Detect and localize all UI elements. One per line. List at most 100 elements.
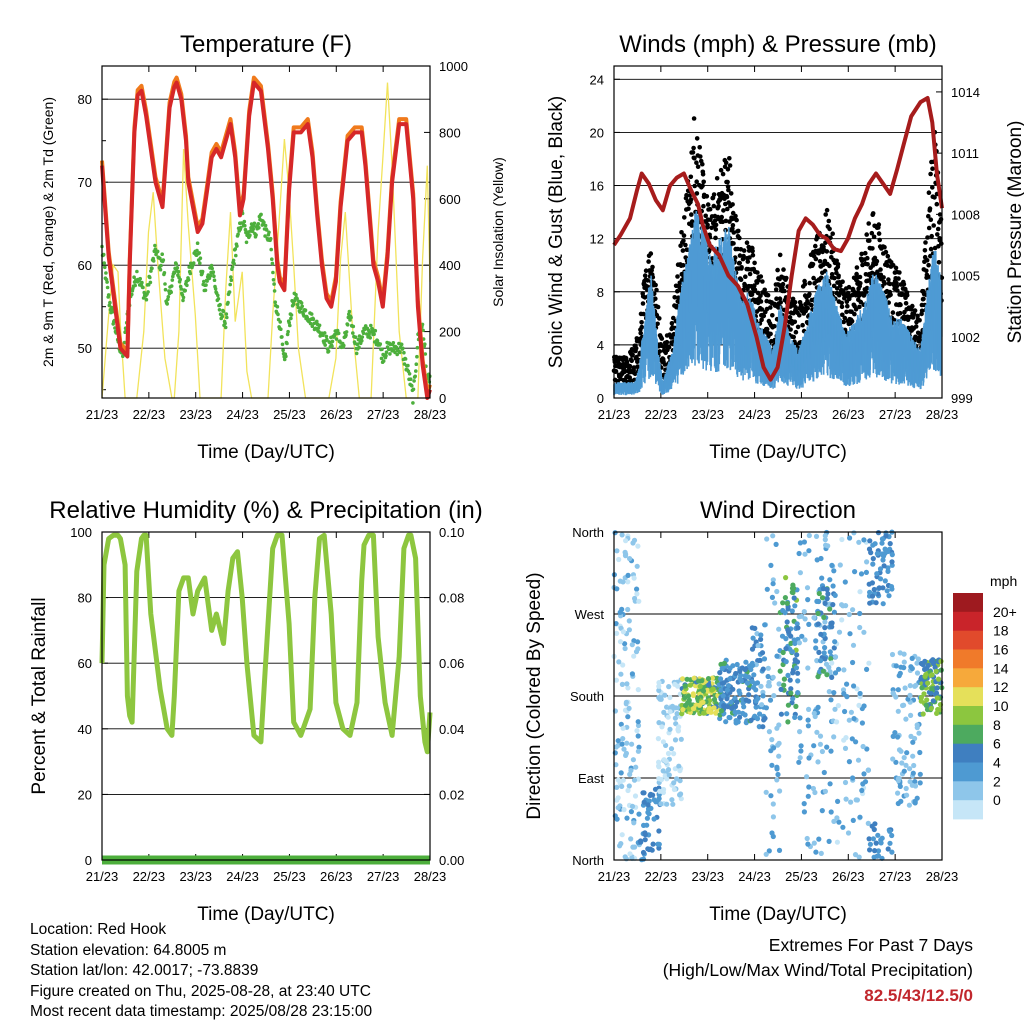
direction-point: [867, 600, 873, 606]
direction-point: [658, 776, 665, 783]
direction-point: [849, 736, 855, 742]
gust-point: [724, 194, 730, 200]
direction-point: [845, 830, 852, 836]
direction-point: [829, 624, 835, 630]
dewpoint-point: [335, 328, 340, 333]
direction-point: [903, 785, 909, 792]
gust-point: [904, 292, 910, 298]
dewpoint-point: [296, 305, 301, 310]
gust-point: [749, 292, 755, 297]
direction-point: [805, 793, 811, 799]
direction-point: [810, 785, 817, 792]
direction-point: [859, 720, 866, 726]
dewpoint-point: [368, 336, 373, 340]
direction-point: [828, 748, 834, 754]
direction-point: [662, 692, 668, 698]
direction-point: [822, 645, 828, 651]
direction-point: [792, 603, 798, 609]
direction-point: [614, 586, 620, 592]
dewpoint-point: [280, 342, 285, 347]
direction-point: [857, 589, 863, 595]
gust-point: [818, 275, 824, 281]
direction-point: [831, 734, 837, 740]
speed-colorbar: mph 0 2 4 6 8 10 12 14 16 18 20+: [953, 573, 1017, 820]
direction-point: [792, 714, 798, 721]
direction-point: [656, 845, 662, 851]
direction-point: [620, 777, 626, 783]
direction-point: [630, 540, 636, 546]
extremes-box: Extremes For Past 7 Days (High/Low/Max W…: [663, 933, 973, 1008]
dewpoint-point: [291, 302, 296, 307]
dewpoint-point: [271, 278, 276, 282]
gust-point: [824, 249, 830, 254]
dewpoint-point: [239, 225, 243, 230]
dewpoint-point: [141, 285, 145, 290]
colorbar-swatch: [953, 724, 983, 744]
direction-point: [635, 748, 642, 754]
gust-point: [854, 271, 859, 277]
direction-point: [656, 759, 662, 765]
dewpoint-point: [300, 304, 305, 309]
direction-point: [824, 744, 830, 750]
direction-point: [785, 719, 791, 725]
direction-point: [895, 790, 901, 796]
dewpoint-point: [102, 261, 106, 265]
dewpoint-point: [159, 263, 163, 268]
direction-point: [901, 755, 907, 761]
y-axis-label: Direction (Colored By Speed): [524, 572, 545, 819]
direction-point: [733, 718, 739, 724]
direction-point: [870, 556, 876, 562]
direction-point: [770, 581, 776, 587]
direction-point: [934, 695, 940, 701]
panel-title: Wind Direction: [700, 497, 856, 524]
direction-point: [936, 676, 942, 682]
colorbar-label: 14: [993, 660, 1009, 676]
gust-point: [634, 354, 639, 360]
gust-point: [703, 213, 708, 219]
direction-point: [814, 658, 820, 664]
direction-point: [812, 789, 818, 796]
dewpoint-point: [407, 372, 412, 376]
direction-point: [903, 762, 909, 768]
direction-point: [622, 553, 629, 559]
direction-point: [805, 717, 811, 723]
gust-point: [926, 190, 932, 195]
dewpoint-point: [146, 290, 150, 294]
direction-point: [768, 793, 774, 799]
direction-point: [877, 576, 884, 582]
gust-point: [723, 218, 729, 224]
gust-point: [759, 307, 765, 312]
gust-point: [890, 310, 896, 315]
gust-point: [760, 279, 765, 284]
gust-point: [886, 277, 891, 282]
direction-point: [839, 617, 845, 623]
direction-point: [815, 759, 821, 765]
direction-point: [662, 773, 668, 779]
y-tick-label: 12: [590, 232, 604, 247]
direction-point: [901, 768, 907, 774]
direction-point: [851, 530, 857, 536]
gust-point: [698, 154, 703, 159]
y-tick-label: 70: [78, 175, 92, 190]
gust-point: [813, 243, 818, 249]
direction-point: [811, 840, 817, 846]
y2-tick-label: 0.00: [439, 853, 464, 868]
direction-point: [824, 596, 830, 602]
gust-point: [744, 240, 750, 245]
direction-point: [813, 638, 819, 644]
direction-point: [787, 677, 793, 683]
direction-point: [822, 788, 829, 795]
direction-point: [625, 606, 631, 613]
gust-point: [640, 301, 646, 306]
direction-point: [866, 660, 872, 666]
direction-point: [755, 695, 761, 702]
plot-frame: [613, 65, 943, 399]
gust-point: [897, 270, 902, 275]
direction-point: [925, 662, 931, 669]
direction-point: [743, 659, 749, 665]
direction-point: [921, 691, 927, 697]
gust-point: [829, 272, 835, 277]
dewpoint-point: [262, 220, 266, 225]
direction-point: [859, 787, 865, 794]
direction-point: [796, 640, 803, 646]
